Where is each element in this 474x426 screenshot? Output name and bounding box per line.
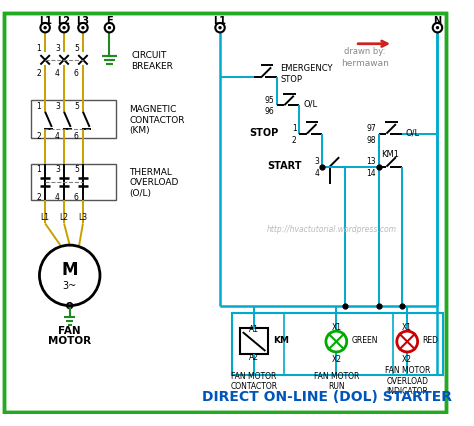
Text: START: START — [267, 160, 301, 170]
Circle shape — [63, 27, 66, 30]
Text: 3: 3 — [55, 44, 60, 53]
Text: L2: L2 — [60, 213, 69, 222]
Bar — [31, 164, 116, 200]
Text: STOP: STOP — [249, 127, 279, 137]
Circle shape — [81, 27, 85, 30]
Text: M: M — [62, 260, 78, 278]
Text: http://hvactutorial.wordpress.com: http://hvactutorial.wordpress.com — [266, 224, 397, 233]
Text: 2: 2 — [36, 69, 41, 78]
Text: 6: 6 — [74, 69, 79, 78]
Text: 1: 1 — [292, 124, 297, 133]
Text: 4: 4 — [55, 193, 60, 202]
Text: KM: KM — [273, 335, 289, 344]
Text: GREEN: GREEN — [351, 335, 378, 344]
Text: FAN MOTOR
CONTACTOR: FAN MOTOR CONTACTOR — [230, 371, 278, 390]
Text: 6: 6 — [74, 132, 79, 141]
Text: 5: 5 — [74, 101, 79, 110]
Text: L1: L1 — [38, 16, 52, 26]
Text: L3: L3 — [78, 213, 88, 222]
Text: 4: 4 — [55, 69, 60, 78]
Text: 1: 1 — [36, 44, 41, 53]
Text: 2: 2 — [36, 193, 41, 202]
Bar — [31, 101, 116, 139]
Text: 5: 5 — [74, 165, 79, 174]
Text: 3: 3 — [55, 165, 60, 174]
Text: CIRCUIT
BREAKER: CIRCUIT BREAKER — [131, 51, 173, 70]
Text: X2: X2 — [402, 354, 412, 363]
Text: 96: 96 — [264, 107, 274, 116]
Text: EMERGENCY
STOP: EMERGENCY STOP — [281, 64, 333, 83]
Text: 6: 6 — [74, 193, 79, 202]
Text: 1: 1 — [36, 101, 41, 110]
Text: X1: X1 — [402, 322, 412, 331]
Text: 1: 1 — [36, 165, 41, 174]
Text: 95: 95 — [264, 96, 274, 105]
Text: A2: A2 — [249, 352, 259, 361]
Text: L1: L1 — [41, 213, 50, 222]
Text: L3: L3 — [76, 16, 90, 26]
Text: E: E — [106, 16, 113, 26]
Text: MAGNETIC
CONTACTOR
(KM): MAGNETIC CONTACTOR (KM) — [129, 105, 185, 135]
Text: 98: 98 — [366, 135, 376, 144]
Text: 13: 13 — [366, 157, 376, 166]
Circle shape — [108, 27, 111, 30]
Text: L2: L2 — [57, 16, 71, 26]
Text: FAN MOTOR
OVERLOAD
INDICATOR: FAN MOTOR OVERLOAD INDICATOR — [384, 366, 430, 395]
Text: A1: A1 — [249, 324, 259, 333]
Circle shape — [219, 27, 222, 30]
Text: MOTOR: MOTOR — [48, 335, 91, 345]
Text: 2: 2 — [36, 132, 41, 141]
Text: 3: 3 — [55, 101, 60, 110]
Bar — [232, 314, 443, 375]
Text: hermawan: hermawan — [341, 59, 389, 68]
Text: THERMAL
OVERLOAD
(O/L): THERMAL OVERLOAD (O/L) — [129, 167, 179, 197]
Text: KM1: KM1 — [381, 150, 399, 158]
Text: 4: 4 — [314, 168, 319, 177]
Text: L1: L1 — [213, 16, 227, 26]
Text: N: N — [433, 16, 442, 26]
Text: 97: 97 — [366, 124, 376, 133]
Text: X2: X2 — [331, 354, 341, 363]
Text: FAN MOTOR
RUN: FAN MOTOR RUN — [314, 371, 359, 390]
Text: drawn by:: drawn by: — [344, 47, 385, 56]
Text: O/L: O/L — [405, 128, 419, 137]
Circle shape — [44, 27, 47, 30]
Circle shape — [67, 303, 73, 309]
Text: 5: 5 — [74, 44, 79, 53]
Circle shape — [436, 27, 439, 30]
Text: X1: X1 — [331, 322, 341, 331]
Text: 14: 14 — [366, 168, 376, 177]
Text: DIRECT ON-LINE (DOL) STARTER: DIRECT ON-LINE (DOL) STARTER — [202, 389, 452, 403]
Text: RED: RED — [422, 335, 438, 344]
Text: O/L: O/L — [303, 100, 318, 109]
Text: 4: 4 — [55, 132, 60, 141]
Text: 3: 3 — [314, 157, 319, 166]
Text: 2: 2 — [292, 135, 297, 144]
Bar — [240, 328, 268, 354]
Text: FAN: FAN — [58, 325, 81, 335]
Text: 3~: 3~ — [63, 280, 77, 290]
